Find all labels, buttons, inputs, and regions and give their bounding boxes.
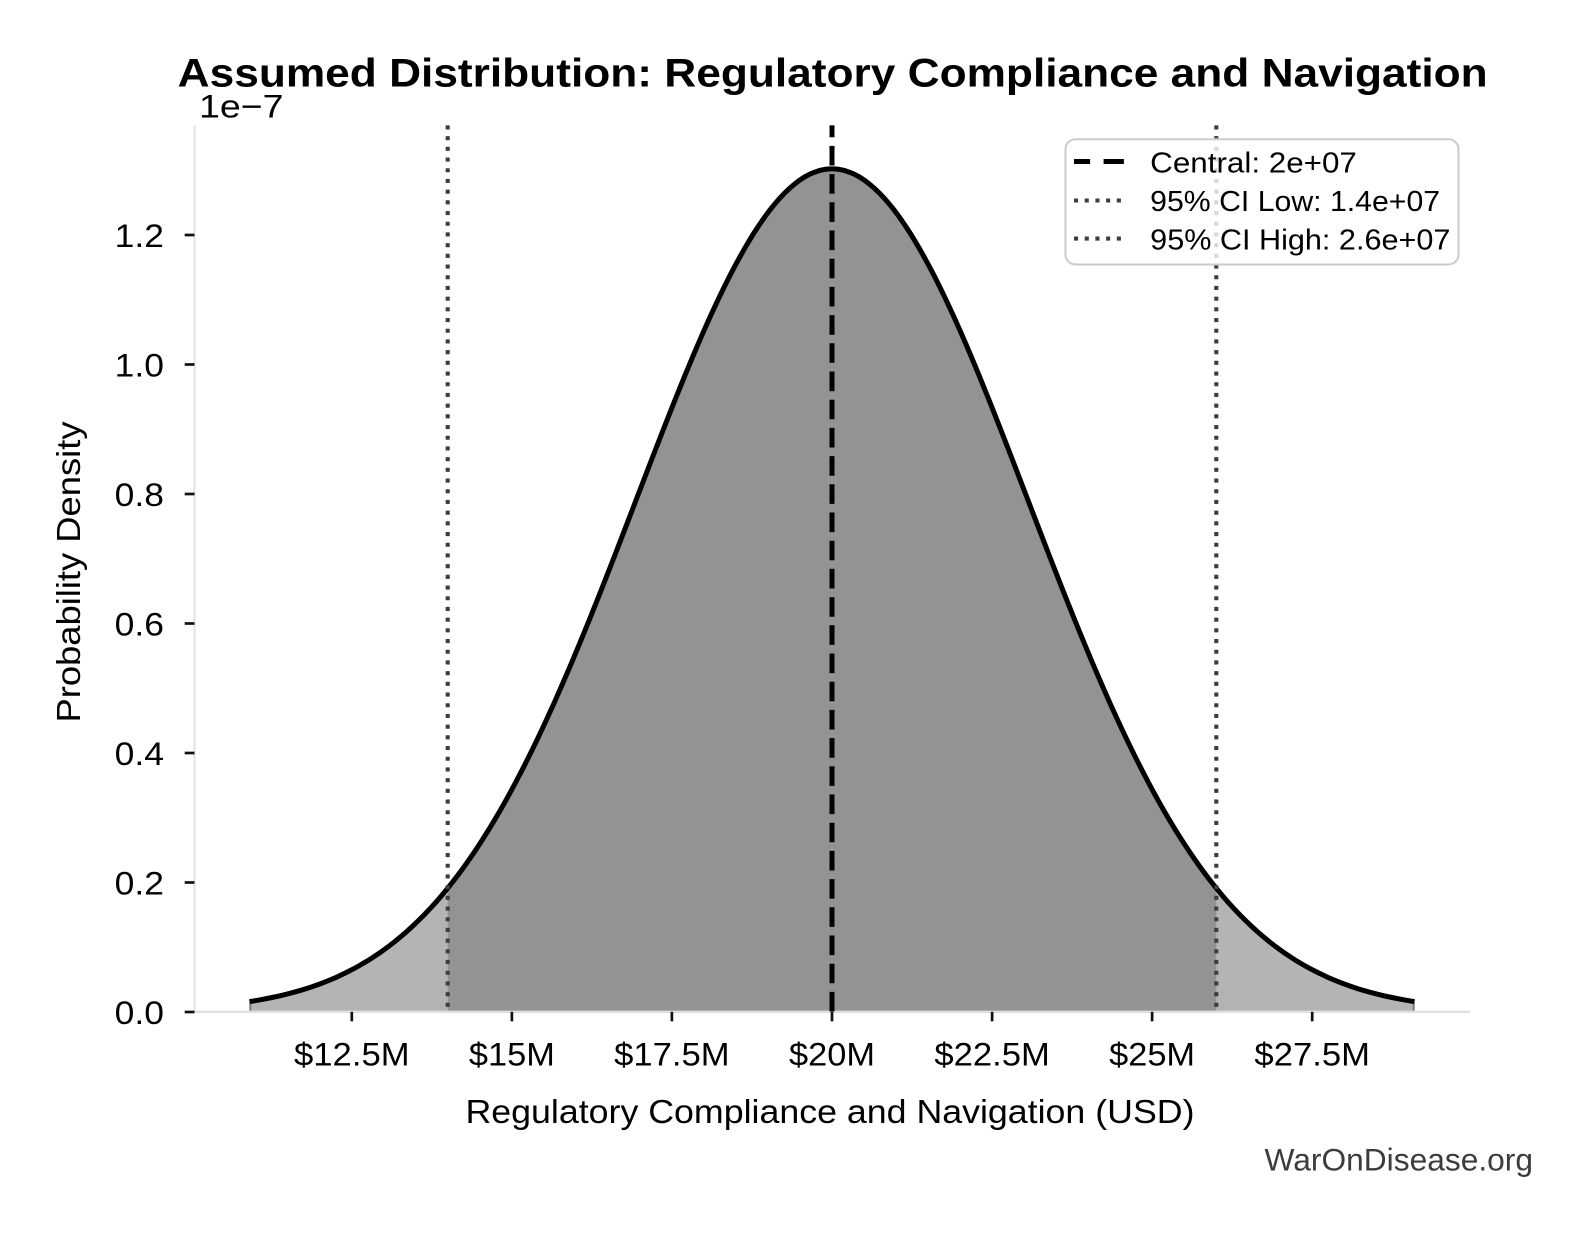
svg-text:95% CI Low: 1.4e+07: 95% CI Low: 1.4e+07 bbox=[1150, 186, 1440, 218]
svg-text:$22.5M: $22.5M bbox=[934, 1037, 1050, 1073]
svg-text:WarOnDisease.org: WarOnDisease.org bbox=[1265, 1142, 1534, 1178]
svg-text:$17.5M: $17.5M bbox=[614, 1037, 730, 1073]
svg-text:Central: 2e+07: Central: 2e+07 bbox=[1150, 147, 1357, 179]
svg-text:0.2: 0.2 bbox=[115, 866, 164, 902]
svg-text:0.0: 0.0 bbox=[115, 995, 164, 1031]
svg-text:Assumed Distribution: Regulato: Assumed Distribution: Regulatory Complia… bbox=[178, 51, 1488, 95]
svg-text:95% CI High: 2.6e+07: 95% CI High: 2.6e+07 bbox=[1150, 225, 1450, 257]
svg-text:Regulatory Compliance and Navi: Regulatory Compliance and Navigation (US… bbox=[466, 1094, 1195, 1131]
svg-text:$25M: $25M bbox=[1109, 1037, 1195, 1073]
svg-text:0.8: 0.8 bbox=[115, 477, 164, 513]
svg-text:0.6: 0.6 bbox=[115, 607, 164, 643]
svg-text:0.4: 0.4 bbox=[115, 736, 164, 772]
svg-text:$15M: $15M bbox=[469, 1037, 555, 1073]
svg-text:1.0: 1.0 bbox=[115, 348, 164, 384]
svg-text:$20M: $20M bbox=[789, 1037, 875, 1073]
svg-text:1e−7: 1e−7 bbox=[199, 89, 284, 125]
svg-text:$12.5M: $12.5M bbox=[294, 1037, 410, 1073]
svg-text:$27.5M: $27.5M bbox=[1254, 1037, 1370, 1073]
svg-text:Probability Density: Probability Density bbox=[51, 421, 88, 722]
svg-text:1.2: 1.2 bbox=[115, 218, 164, 254]
